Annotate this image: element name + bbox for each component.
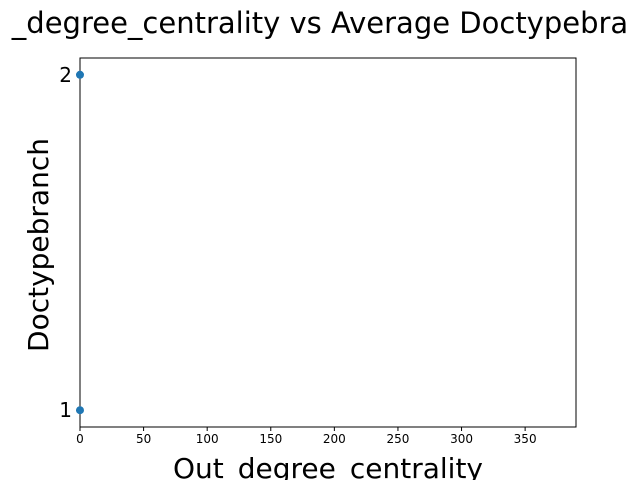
x-axis-label: Out_degree_centrality <box>173 452 483 480</box>
x-tick-label: 150 <box>259 432 282 446</box>
y-axis-label: Doctypebranch <box>22 138 55 352</box>
x-tick-label: 300 <box>450 432 473 446</box>
y-tick-label: 1 <box>59 398 72 422</box>
x-tick-label: 100 <box>196 432 219 446</box>
chart-title: _degree_centrality vs Average Doctypebra <box>11 6 628 40</box>
plot-area <box>79 57 577 428</box>
x-tick-label: 0 <box>76 432 84 446</box>
data-point <box>76 406 84 415</box>
y-tick-label: 2 <box>59 63 72 87</box>
data-points <box>76 70 84 415</box>
y-axis: 12 <box>59 63 80 422</box>
x-tick-label: 350 <box>514 432 537 446</box>
x-axis: 0 50 100 150 200 250 300 350 <box>76 427 537 446</box>
x-tick-label: 250 <box>386 432 409 446</box>
x-tick-label: 50 <box>136 432 151 446</box>
x-tick-label: 200 <box>323 432 346 446</box>
data-point <box>76 70 84 79</box>
